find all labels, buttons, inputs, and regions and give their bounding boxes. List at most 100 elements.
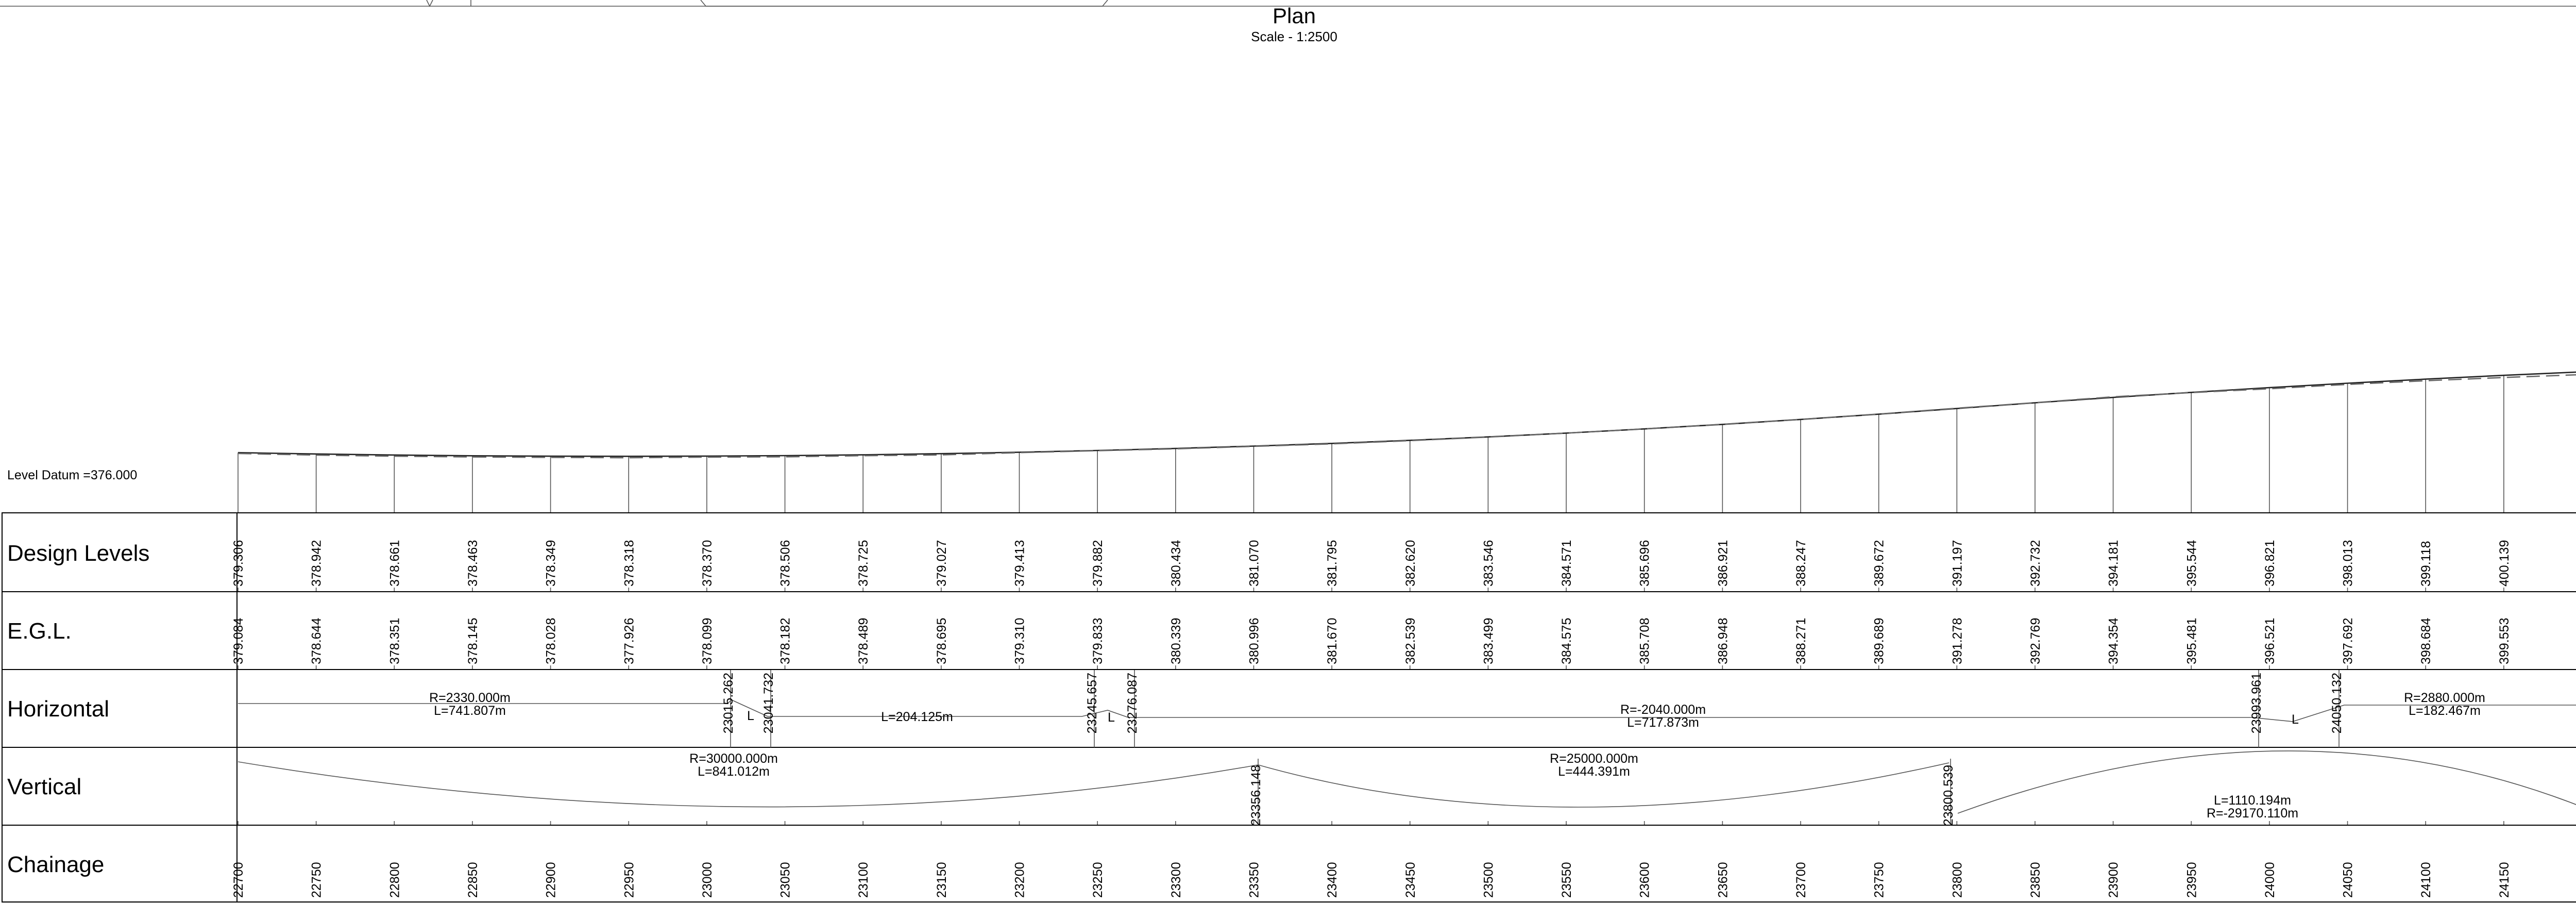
chainage-value: 23150 <box>935 862 949 898</box>
design-level-profile <box>238 371 2576 457</box>
design-level-value: 378.942 <box>310 540 324 587</box>
design-level-value: 378.506 <box>778 540 793 587</box>
design-level-value: 378.370 <box>700 540 715 587</box>
chainage-value: 23550 <box>1560 862 1574 898</box>
egl-value: 386.948 <box>1716 618 1730 664</box>
egl-value: 379.833 <box>1091 618 1105 664</box>
chainage-value: 23800 <box>1950 862 1964 898</box>
h-spiral-marker-3: L <box>2292 712 2299 727</box>
h-spiral-marker-1: L <box>747 709 754 723</box>
egl-value: 395.481 <box>2184 618 2199 664</box>
egl-value: 398.684 <box>2419 618 2433 664</box>
chainage-value: 22850 <box>466 862 480 898</box>
horizontal-alignment: R=2330.000m L=741.807m L=204.125m R=-204… <box>238 670 2576 747</box>
row-label-design-levels: Design Levels <box>7 541 149 566</box>
chainage-value: 24150 <box>2497 862 2512 898</box>
chainage-value: 23200 <box>1013 862 1027 898</box>
chainage-value: 23350 <box>1247 862 1261 898</box>
egl-value: 378.644 <box>310 618 324 664</box>
chainage-value: 23750 <box>1872 862 1887 898</box>
chainage-value: 24100 <box>2419 862 2433 898</box>
h-ip-chainage-2: 23041.732 <box>761 673 776 733</box>
chainage-value: 23300 <box>1169 862 1183 898</box>
egl-value: 378.489 <box>856 618 871 664</box>
h-spiral-marker-2: L <box>1108 710 1115 725</box>
design-level-value: 379.882 <box>1091 540 1105 587</box>
chainage-value: 23650 <box>1716 862 1730 898</box>
design-level-value: 391.197 <box>1950 540 1964 587</box>
chainage-values: 22700 22750 22800 22850 22900 22950 23000 23050… <box>231 862 2576 898</box>
chainage-value: 23050 <box>778 862 793 898</box>
chainage-value: 22800 <box>387 862 402 898</box>
row-label-egl: E.G.L. <box>7 618 72 644</box>
level-datum-label: Level Datum =376.000 <box>7 468 137 482</box>
design-level-values: 379.306 378.942 378.661 378.463 378.349 378.3… <box>231 540 2576 587</box>
chainage-value: 24050 <box>2341 862 2355 898</box>
v-curve-radius-3: R=-29170.110m <box>2207 806 2298 821</box>
chainage-value: 23500 <box>1481 862 1496 898</box>
h-ip-chainage-1: 23015.262 <box>721 673 736 733</box>
design-level-value: 379.306 <box>231 540 246 587</box>
row-label-chainage: Chainage <box>7 852 104 877</box>
chainage-value: 22950 <box>622 862 636 898</box>
design-level-value: 400.139 <box>2497 540 2512 587</box>
design-level-value: 378.318 <box>622 540 636 587</box>
v-ip-chainage-2: 23800.539 <box>1941 765 1956 826</box>
design-level-value: 381.795 <box>1325 540 1340 587</box>
row-label-horizontal: Horizontal <box>7 696 109 722</box>
egl-value: 388.271 <box>1794 618 1808 664</box>
h-curve-radius-3: R=2880.000m <box>2404 691 2485 705</box>
design-level-value: 378.463 <box>466 540 480 587</box>
profile-station-lines <box>238 375 2504 825</box>
chainage-value: 23100 <box>856 862 871 898</box>
egl-value: 380.996 <box>1247 618 1261 664</box>
v-curve-length-3: L=1110.194m <box>2214 793 2291 808</box>
h-curve-radius-2: R=-2040.000m <box>1620 703 1706 717</box>
h-ip-chainage-5: 23993.961 <box>2249 673 2264 733</box>
design-level-value: 378.725 <box>856 540 871 587</box>
egl-value: 384.575 <box>1560 618 1574 664</box>
design-level-value: 381.070 <box>1247 540 1261 587</box>
v-curve-radius-1: R=30000.000m <box>689 751 778 766</box>
v-ip-chainage-1: 23356.148 <box>1249 765 1263 826</box>
egl-value: 399.553 <box>2497 618 2512 664</box>
chainage-value: 23000 <box>700 862 715 898</box>
egl-value: 379.084 <box>231 618 246 664</box>
egl-value: 378.099 <box>700 618 715 664</box>
egl-value: 379.310 <box>1013 618 1027 664</box>
table-grid <box>2 512 2576 902</box>
existing-ground-profile <box>238 374 2576 459</box>
design-level-value: 378.349 <box>544 540 558 587</box>
h-curve-radius-1: R=2330.000m <box>429 691 511 705</box>
h-curve-length-1: L=741.807m <box>434 704 506 718</box>
chainage-value: 23850 <box>2028 862 2043 898</box>
vertical-alignment: R=30000.000m L=841.012m R=25000.000m L=4… <box>238 750 2576 826</box>
h-ip-chainage-6: 24050.132 <box>2330 673 2344 733</box>
design-level-value: 380.434 <box>1169 540 1183 587</box>
chainage-value: 23400 <box>1325 862 1340 898</box>
egl-values: 379.084 378.644 378.351 378.145 378.028 377.9… <box>231 618 2576 664</box>
egl-value: 378.182 <box>778 618 793 664</box>
design-level-value: 386.921 <box>1716 540 1730 587</box>
chainage-value: 24000 <box>2263 862 2277 898</box>
design-level-value: 383.546 <box>1481 540 1496 587</box>
profile-area <box>238 371 2576 825</box>
chainage-value: 23900 <box>2107 862 2121 898</box>
egl-value: 391.278 <box>1950 618 1964 664</box>
egl-value: 380.339 <box>1169 618 1183 664</box>
design-level-value: 401.073 <box>2575 540 2576 587</box>
chainage-value: 22700 <box>231 862 246 898</box>
egl-value: 400.339 <box>2575 618 2576 664</box>
chainage-value: 23600 <box>1638 862 1652 898</box>
egl-value: 385.708 <box>1638 618 1652 664</box>
chainage-value: 23700 <box>1794 862 1808 898</box>
design-level-value: 398.013 <box>2341 540 2355 587</box>
plan-scale: Scale - 1:2500 <box>1251 29 1337 44</box>
egl-value: 396.521 <box>2263 618 2277 664</box>
design-level-value: 395.544 <box>2184 540 2199 587</box>
design-level-value: 389.672 <box>1872 540 1887 587</box>
design-level-value: 384.571 <box>1560 540 1574 587</box>
egl-value: 378.351 <box>387 618 402 664</box>
egl-value: 381.670 <box>1325 618 1340 664</box>
v-curve-length-2: L=444.391m <box>1558 764 1630 779</box>
